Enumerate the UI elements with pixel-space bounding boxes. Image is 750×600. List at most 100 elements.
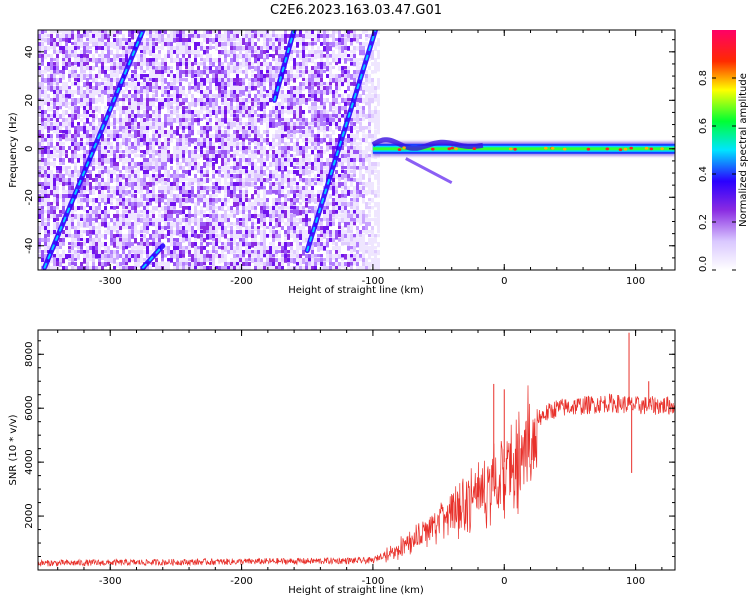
noise-cell xyxy=(242,266,245,270)
noise-cell xyxy=(203,94,206,100)
noise-cell xyxy=(146,122,149,127)
noise-cell xyxy=(47,150,50,155)
noise-cell xyxy=(248,170,251,175)
noise-cell xyxy=(188,58,191,63)
noise-cell xyxy=(146,102,149,106)
noise-cell xyxy=(194,86,197,92)
noise-cell xyxy=(137,102,140,108)
noise-cell xyxy=(206,102,209,106)
noise-cell xyxy=(158,34,161,40)
noise-cell xyxy=(77,218,80,224)
noise-cell xyxy=(212,218,215,222)
noise-cell xyxy=(110,30,113,36)
noise-cell xyxy=(197,178,200,184)
noise-cell xyxy=(335,46,338,50)
noise-cell xyxy=(197,166,200,172)
noise-cell xyxy=(203,246,206,250)
noise-cell xyxy=(140,58,143,63)
noise-cell xyxy=(329,102,332,107)
noise-cell xyxy=(260,86,263,90)
noise-cell xyxy=(131,142,134,148)
noise-cell xyxy=(278,102,281,108)
noise-cell xyxy=(179,250,182,256)
noise-cell xyxy=(206,162,209,168)
noise-cell xyxy=(317,138,320,144)
noise-cell xyxy=(110,254,113,260)
noise-cell xyxy=(164,42,167,47)
noise-cell xyxy=(164,178,167,182)
noise-cell xyxy=(110,134,113,140)
noise-cell xyxy=(50,74,53,79)
noise-cell xyxy=(209,102,212,108)
noise-cell xyxy=(233,214,236,218)
noise-cell xyxy=(53,178,56,184)
noise-cell xyxy=(239,210,242,214)
noise-cell xyxy=(275,222,278,228)
noise-cell xyxy=(116,146,119,151)
noise-cell xyxy=(299,130,302,134)
noise-cell xyxy=(119,194,122,199)
noise-cell xyxy=(158,86,161,90)
noise-cell xyxy=(56,186,59,191)
noise-cell xyxy=(281,90,284,96)
noise-cell xyxy=(113,226,116,232)
noise-cell xyxy=(110,122,113,127)
noise-cell xyxy=(242,146,245,151)
noise-cell xyxy=(128,230,131,236)
noise-cell xyxy=(44,170,47,176)
noise-cell xyxy=(296,226,299,230)
noise-cell xyxy=(200,226,203,230)
noise-cell xyxy=(239,114,242,118)
noise-cell xyxy=(338,234,341,238)
noise-cell xyxy=(263,266,266,270)
noise-cell xyxy=(44,198,47,203)
noise-cell xyxy=(203,162,206,168)
noise-cell xyxy=(284,162,287,168)
noise-cell xyxy=(281,162,284,167)
noise-cell xyxy=(167,246,170,251)
noise-cell xyxy=(248,150,251,154)
noise-cell xyxy=(71,190,74,194)
noise-cell xyxy=(173,198,176,202)
noise-cell xyxy=(92,226,95,232)
noise-cell xyxy=(275,142,278,147)
noise-cell xyxy=(290,138,293,143)
noise-cell xyxy=(92,74,95,80)
noise-cell xyxy=(53,102,56,107)
noise-cell xyxy=(236,174,239,180)
noise-cell xyxy=(107,54,110,60)
noise-cell xyxy=(302,190,305,195)
noise-cell xyxy=(71,82,74,86)
noise-cell xyxy=(209,226,212,231)
noise-cell xyxy=(191,158,194,164)
noise-cell xyxy=(209,250,212,254)
noise-cell xyxy=(221,234,224,238)
noise-cell xyxy=(182,190,185,196)
noise-cell xyxy=(212,30,215,34)
noise-cell xyxy=(233,254,236,260)
noise-cell xyxy=(119,38,122,43)
noise-cell xyxy=(305,230,308,234)
noise-cell xyxy=(164,214,167,219)
noise-cell xyxy=(206,142,209,148)
noise-cell xyxy=(203,230,206,234)
noise-cell xyxy=(110,42,113,48)
noise-cell xyxy=(167,174,170,178)
noise-cell xyxy=(269,78,272,84)
noise-cell xyxy=(170,34,173,40)
noise-cell xyxy=(260,246,263,251)
noise-cell xyxy=(278,150,281,156)
noise-cell xyxy=(227,218,230,224)
noise-cell xyxy=(194,246,197,251)
noise-cell xyxy=(218,170,221,175)
noise-cell xyxy=(86,230,89,236)
noise-cell xyxy=(59,210,62,214)
noise-cell xyxy=(260,30,263,35)
noise-cell xyxy=(335,258,338,264)
noise-cell xyxy=(272,182,275,186)
noise-cell xyxy=(134,66,137,70)
noise-cell xyxy=(335,202,338,206)
noise-cell xyxy=(131,98,134,102)
noise-cell xyxy=(254,210,257,214)
noise-cell xyxy=(59,106,62,110)
